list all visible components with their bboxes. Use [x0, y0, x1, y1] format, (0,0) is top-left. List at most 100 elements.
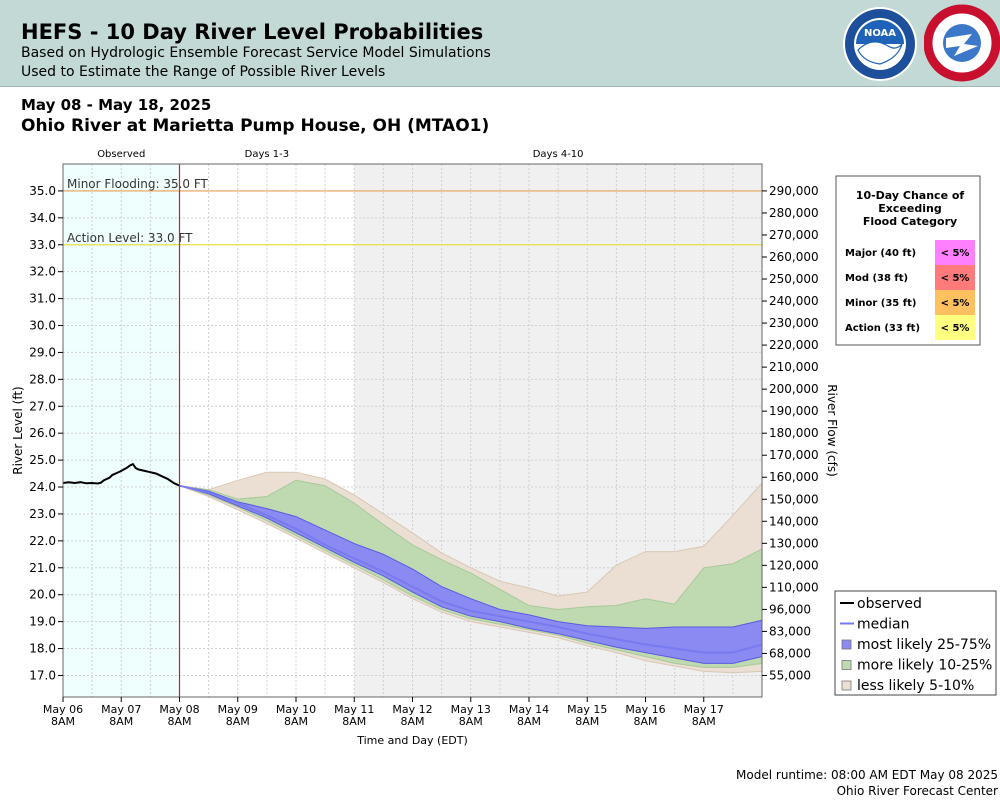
y2-tick-label: 210,000 [769, 360, 819, 374]
legend-swatch-box [841, 680, 852, 691]
y-tick-label: 20.0 [29, 588, 56, 602]
model-runtime: Model runtime: 08:00 AM EDT May 08 2025 [736, 768, 998, 782]
y2-tick-label: 190,000 [769, 404, 819, 418]
exceedance-row-value: < 5% [941, 273, 970, 284]
exceedance-row-value: < 5% [941, 298, 970, 309]
x-tick-time-label: 8AM [575, 715, 599, 728]
y2-tick-label: 55,000 [769, 668, 811, 682]
x-tick-time-label: 8AM [51, 715, 75, 728]
period-label: Days 1-3 [245, 149, 289, 160]
y2-tick-label: 120,000 [769, 558, 819, 572]
median-line [179, 484, 763, 654]
y2-tick-label: 200,000 [769, 382, 819, 396]
period-label: Days 4-10 [533, 149, 584, 160]
exceedance-table-title: Flood Category [863, 215, 957, 228]
y2-tick-label: 230,000 [769, 316, 819, 330]
exceedance-row-label: Action (33 ft) [845, 323, 920, 334]
y2-tick-label: 140,000 [769, 514, 819, 528]
y2-tick-label: 110,000 [769, 580, 819, 594]
noaa-logo: NOAA [843, 7, 917, 81]
y2-tick-label: 180,000 [769, 426, 819, 440]
y-tick-label: 19.0 [29, 615, 56, 629]
y-tick-label: 33.0 [29, 238, 56, 252]
observed-line [62, 462, 180, 487]
forecast-center: Ohio River Forecast Center [836, 784, 998, 798]
x-tick-time-label: 8AM [109, 715, 133, 728]
y-tick-label: 28.0 [29, 372, 56, 386]
y2-tick-label: 290,000 [769, 184, 819, 198]
y-tick-label: 29.0 [29, 345, 56, 359]
x-tick-day-label: May 06 [43, 703, 83, 716]
y2-tick-label: 220,000 [769, 338, 819, 352]
exceedance-row-label: Mod (38 ft) [845, 273, 908, 284]
y2-tick-label: 83,000 [769, 624, 811, 638]
x-tick-day-label: May 08 [159, 703, 199, 716]
y2-tick-label: 130,000 [769, 536, 819, 550]
legend-item-label: less likely 5-10% [857, 678, 974, 694]
exceedance-row-value: < 5% [941, 248, 970, 259]
y-tick-label: 32.0 [29, 265, 56, 279]
page-subtitle-1: Based on Hydrologic Ensemble Forecast Se… [21, 45, 491, 61]
x-tick-time-label: 8AM [517, 715, 541, 728]
legend-swatch-box [841, 660, 852, 670]
x-tick-time-label: 8AM [284, 715, 308, 728]
y-tick-label: 27.0 [29, 399, 56, 413]
period-label: Observed [97, 149, 145, 160]
gauge-name: Ohio River at Marietta Pump House, OH (M… [21, 116, 490, 136]
y-tick-label: 21.0 [29, 561, 56, 575]
y2-tick-label: 68,000 [769, 646, 811, 660]
y2-tick-label: 150,000 [769, 492, 819, 506]
y-tick-label: 31.0 [29, 292, 56, 306]
y2-tick-label: 96,000 [769, 602, 811, 616]
y2-axis-title: River Flow (cfs) [825, 384, 839, 477]
exceedance-swatch [935, 315, 975, 340]
x-tick-day-label: May 16 [625, 703, 665, 716]
header-banner: HEFS - 10 Day River Level Probabilities … [0, 0, 1000, 87]
legend-item-label: median [857, 617, 909, 633]
y-tick-label: 26.0 [29, 426, 56, 440]
x-tick-time-label: 8AM [633, 715, 657, 728]
x-tick-time-label: 8AM [459, 715, 483, 728]
threshold-label: Action Level: 33.0 FT [67, 231, 193, 245]
exceedance-row-label: Major (40 ft) [845, 248, 916, 259]
y2-tick-label: 240,000 [769, 294, 819, 308]
date-range: May 08 - May 18, 2025 [21, 96, 212, 114]
exceedance-swatch [935, 240, 975, 265]
x-tick-time-label: 8AM [342, 715, 366, 728]
page-title: HEFS - 10 Day River Level Probabilities [21, 20, 484, 44]
x-tick-day-label: May 12 [392, 703, 432, 716]
y-tick-label: 35.0 [29, 184, 56, 198]
y2-tick-label: 250,000 [769, 272, 819, 286]
x-tick-day-label: May 15 [567, 703, 607, 716]
y-tick-label: 24.0 [29, 480, 56, 494]
legend-box [834, 590, 997, 696]
page-subtitle-2: Used to Estimate the Range of Possible R… [21, 64, 386, 80]
y-tick-label: 18.0 [29, 642, 56, 656]
x-tick-day-label: May 14 [509, 703, 549, 716]
x-tick-day-label: May 09 [218, 703, 258, 716]
exceedance-swatch [935, 265, 975, 290]
exceedance-table-title: Exceeding [878, 202, 941, 215]
legend-item-label: most likely 25-75% [857, 637, 991, 653]
x-tick-time-label: 8AM [226, 715, 250, 728]
legend-item-label: more likely 10-25% [857, 658, 992, 674]
exceedance-table-title: 10-Day Chance of [856, 189, 965, 202]
y-tick-label: 22.0 [29, 534, 56, 548]
x-tick-time-label: 8AM [400, 715, 424, 728]
y2-tick-label: 170,000 [769, 448, 819, 462]
threshold-label: Minor Flooding: 35.0 FT [67, 177, 209, 191]
y2-tick-label: 270,000 [769, 228, 819, 242]
x-tick-time-label: 8AM [167, 715, 191, 728]
exceedance-row-value: < 5% [941, 323, 970, 334]
x-tick-day-label: May 11 [334, 703, 374, 716]
x-tick-time-label: 8AM [692, 715, 716, 728]
y-tick-label: 30.0 [29, 319, 56, 333]
y2-tick-label: 280,000 [769, 206, 819, 220]
y2-tick-label: 260,000 [769, 250, 819, 264]
y-axis-title: River Level (ft) [11, 386, 25, 474]
y-tick-label: 25.0 [29, 453, 56, 467]
noaa-logo-text: NOAA [864, 28, 896, 39]
exceedance-swatch [935, 290, 975, 315]
x-tick-day-label: May 10 [276, 703, 316, 716]
